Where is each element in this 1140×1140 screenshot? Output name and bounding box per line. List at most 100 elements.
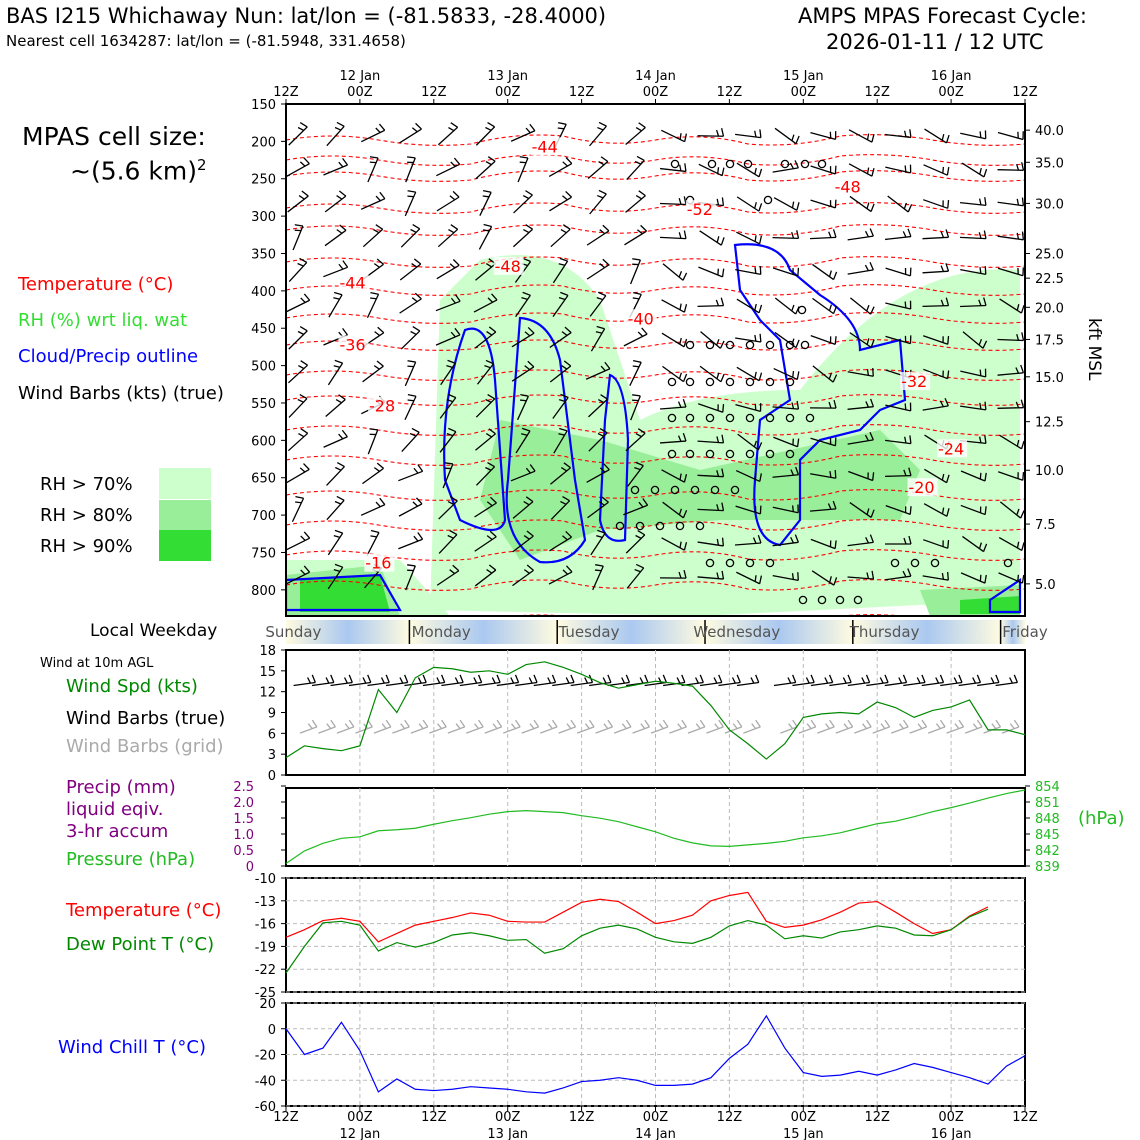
wind-barb [286, 157, 310, 177]
surface-wind-barb-flag [828, 674, 834, 683]
wind-barb-shaft [404, 395, 417, 421]
wind-barb-shaft [589, 193, 607, 215]
wind-barb-flag [907, 568, 912, 577]
wind-barb-flag [491, 293, 498, 301]
wind-barb-flag [635, 194, 642, 200]
wind-barb-flag [1017, 267, 1019, 275]
wind-barb-flag [635, 534, 642, 539]
calm-wind-circle [725, 340, 735, 350]
wind-barb-flag [754, 472, 757, 480]
wind-barb [287, 190, 309, 213]
wind-barb [698, 266, 725, 278]
wind-barb-flag [486, 569, 493, 574]
wind-barb [586, 463, 610, 483]
surface-wind-barb-shaft [533, 681, 556, 687]
cell-size-value-text: ~(5.6 km) [70, 156, 197, 186]
wind-barb-flag [334, 126, 342, 131]
wind-barb-shaft [847, 439, 874, 445]
surface-wind-barb-shaft [385, 681, 408, 687]
wind-barb-flag [336, 495, 345, 501]
wind-barb-flag [375, 501, 381, 508]
wind-barb-shaft [287, 432, 309, 452]
wind-barb [553, 427, 568, 454]
surface-wind-barb-shaft [478, 681, 501, 687]
calm-wind-circle [670, 485, 680, 495]
wind-barb-flag [717, 268, 719, 276]
calm-wind-circle [817, 159, 827, 169]
surface-wind-barb-flag [491, 677, 496, 684]
grid-wind-barb-shaft [484, 726, 502, 734]
wind-barb-shaft [324, 195, 347, 213]
wind-barb [885, 228, 912, 241]
wind-barb [626, 563, 645, 589]
wind-barb-flag [721, 268, 725, 277]
grid-wind-barb-flag [418, 723, 424, 730]
wind-barb-flag [525, 467, 531, 474]
wind-barb [736, 231, 763, 245]
wind-barb-shaft [923, 164, 948, 176]
wind-barb-shaft [810, 538, 836, 550]
wind-tick-label: 15 [259, 665, 276, 680]
wind-barb-flag [871, 133, 875, 143]
wind-barb [592, 564, 604, 591]
wind-barb-flag [413, 258, 422, 265]
wind-barb-flag [333, 569, 341, 572]
time-tick-label-top: 12Z [1012, 85, 1038, 100]
temperature-tick-label: -10 [255, 872, 276, 887]
wind-barb [810, 131, 837, 141]
surface-wind-barb-flag [898, 677, 903, 684]
wind-barb-flag [864, 434, 869, 441]
wind-barb-flag [983, 230, 987, 239]
wind-barb-flag [482, 189, 492, 193]
wind-barb-shaft [405, 565, 416, 591]
wind-barb [997, 197, 1025, 207]
wind-barb [774, 297, 800, 315]
surface-wind-barb [311, 674, 335, 687]
wind-barb [327, 359, 344, 386]
wind-barb [774, 331, 800, 349]
grid-wind-barb [632, 719, 651, 734]
surface-wind-barb-flag [935, 677, 940, 684]
wind-barb-shaft [922, 405, 949, 411]
calm-wind-circle [785, 413, 795, 423]
wind-barb-flag [904, 165, 907, 172]
wind-barb [735, 505, 762, 515]
wind-barb-shaft [399, 263, 422, 281]
wind-barb [962, 535, 988, 553]
wind-barb-flag [946, 474, 950, 483]
wind-barb [699, 365, 725, 383]
wind-barb-flag [682, 509, 688, 519]
wind-barb [440, 359, 456, 386]
wind-barb [549, 360, 572, 383]
wind-barb-flag [829, 336, 832, 343]
surface-wind-barb-flag [404, 674, 409, 683]
calm-wind-circle [675, 521, 685, 531]
time-tick-label-top: 12Z [421, 85, 447, 100]
temperature-contour [286, 489, 1025, 501]
grid-wind-barb-flag [806, 723, 812, 730]
wind-panel-frame [285, 649, 1026, 776]
wind-barb-flag [1016, 541, 1020, 549]
calm-wind-circle [650, 485, 660, 495]
wind-barb-flag [1021, 574, 1025, 584]
time-tick-label-top: 12Z [717, 85, 743, 100]
wind-barb-flag [447, 359, 456, 364]
wind-barb-flag [599, 467, 606, 473]
wind-barb-flag [641, 327, 648, 335]
temperature-contour [286, 154, 1025, 166]
grid-wind-barb-flag [533, 719, 540, 728]
wind-barb-flag [754, 303, 757, 311]
wind-barb [437, 122, 459, 146]
grid-wind-barb-flag [718, 719, 724, 728]
altitude-tick-label: 20.0 [1035, 301, 1064, 316]
wind-barb [848, 163, 875, 177]
wind-barb-flag [1017, 574, 1020, 582]
wind-barb-flag [904, 268, 907, 275]
wind-barb-flag [529, 123, 536, 132]
wind-tick-label: 12 [259, 686, 276, 701]
temperature-contour-label: -48 [835, 178, 861, 197]
wind-barb [999, 434, 1025, 450]
wind-barb-flag [1022, 267, 1024, 276]
wind-barb [997, 131, 1024, 141]
wind-barb-shaft [923, 335, 948, 345]
